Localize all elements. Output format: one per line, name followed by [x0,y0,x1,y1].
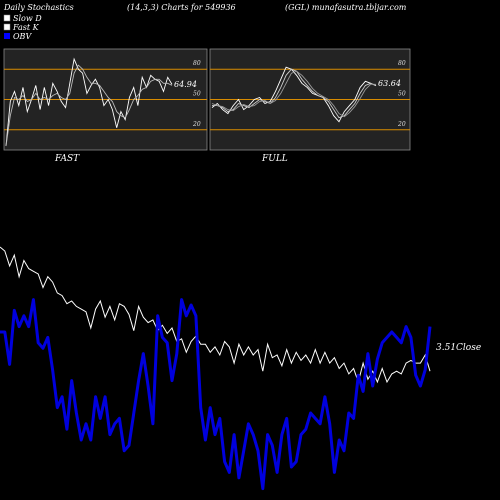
full-panel-label: FULL [261,154,288,164]
legend-label-obv: OBV [13,32,32,41]
full-last-value: 63.64 [378,79,401,88]
full-tick-label-80: 80 [398,60,406,67]
fast-last-value: 64.94 [174,80,197,89]
title-right: (GGL) munafasutra.tbljar.com [285,3,407,12]
legend-label-fast-k: Fast K [12,23,40,32]
fast-panel-label: FAST [54,154,80,164]
title-left: Daily Stochastics [3,3,74,12]
full-panel: 80 50 20 63.64 FULL [209,48,411,164]
legend-swatch-obv [4,33,10,39]
full-series-line-2 [211,70,376,118]
fast-panel: 80 50 20 64.94 FAST [3,48,208,164]
full-tick-label-20: 20 [397,121,406,128]
fast-tick-label-80: 80 [193,60,201,67]
legend-label-slow-d: Slow D [13,14,42,23]
fast-series-line-1 [5,64,173,147]
fast-series-line-0 [5,57,173,147]
price-obv-plot: 3.51Close [0,246,481,491]
legend: Slow D Fast K OBV [3,14,42,41]
full-series-line-1 [212,68,377,119]
legend-swatch-slow-d [3,14,11,22]
fast-tick-label-50: 50 [193,91,201,98]
legend-swatch-fast-k [3,23,11,31]
title-params: (14,3,3) Charts for 549936 [127,3,236,12]
full-tick-label-50: 50 [398,91,406,98]
close-value-label: 3.51Close [436,343,481,353]
fast-tick-label-20: 20 [192,121,201,128]
obv-line [0,298,432,491]
